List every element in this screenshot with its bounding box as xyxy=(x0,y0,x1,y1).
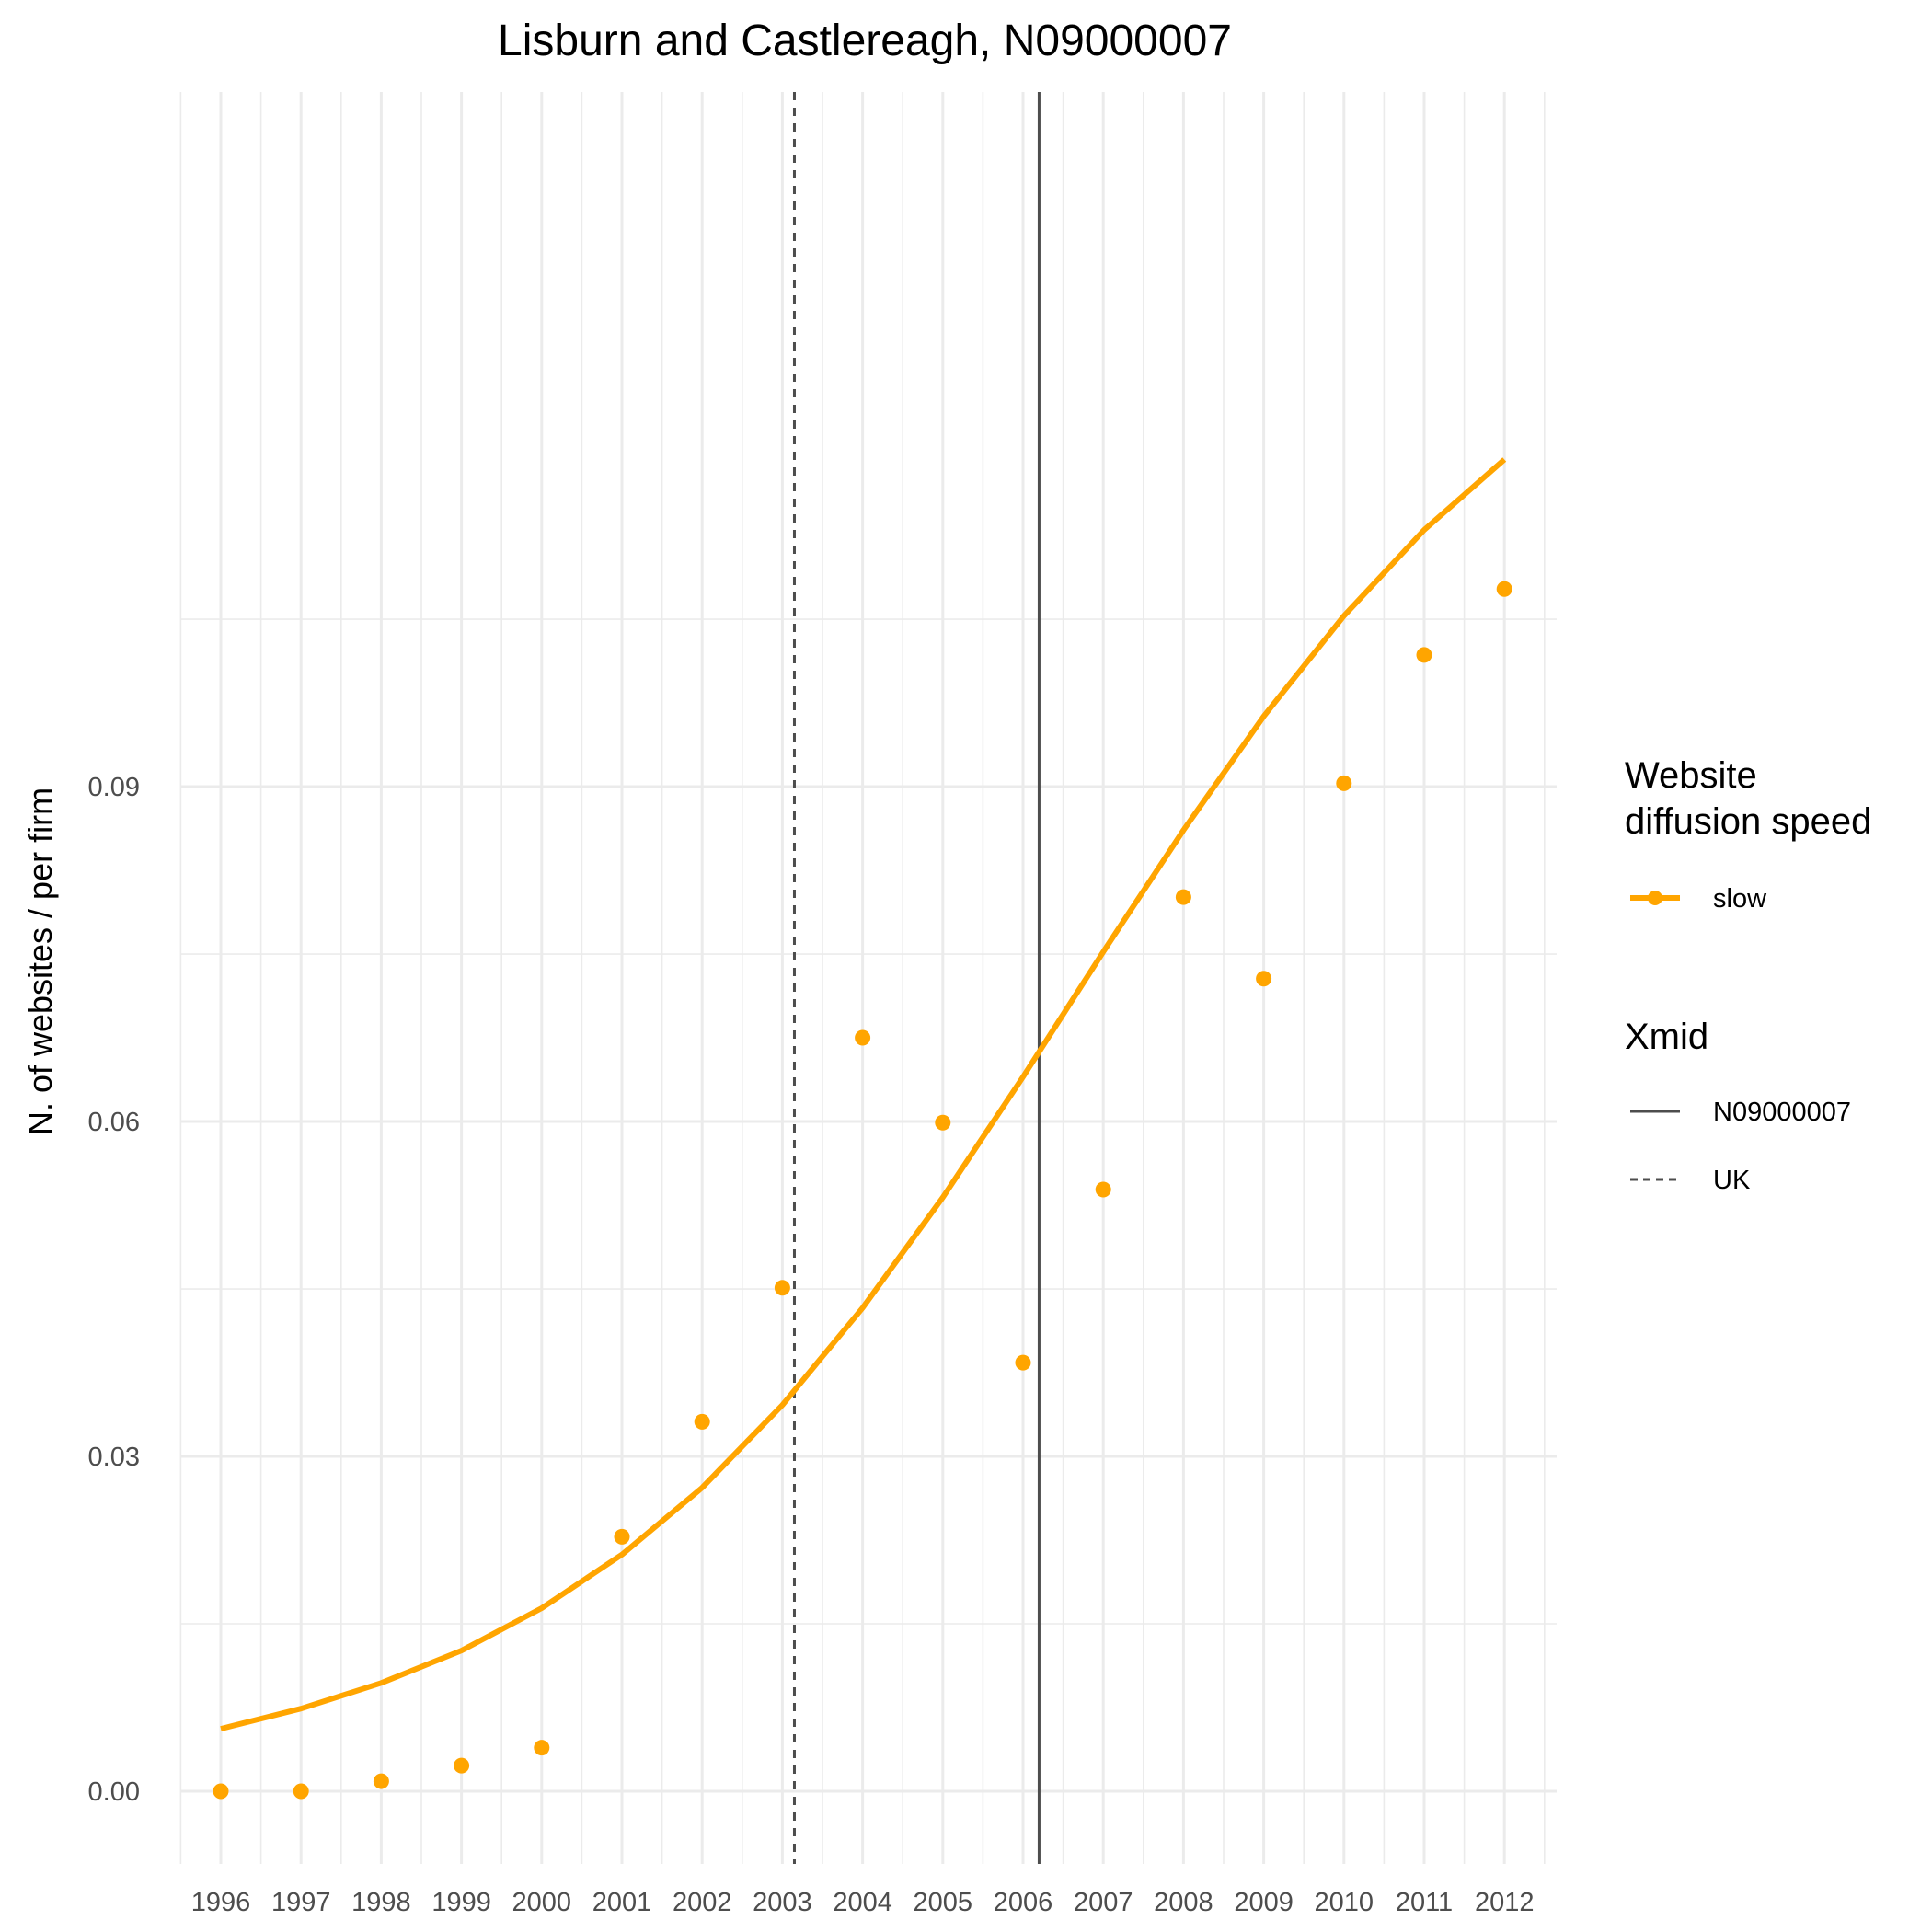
y-tick-label: 0.09 xyxy=(88,773,140,802)
data-point xyxy=(293,1783,309,1800)
legend-xmid-title: Xmid xyxy=(1625,1017,1708,1057)
x-tick-label: 1998 xyxy=(351,1888,411,1917)
data-point xyxy=(1095,1181,1111,1198)
data-point xyxy=(213,1783,229,1800)
x-tick-label: 2005 xyxy=(914,1888,973,1917)
x-tick-label: 2000 xyxy=(512,1888,572,1917)
x-tick-label: 2001 xyxy=(592,1888,652,1917)
data-point xyxy=(1336,775,1352,791)
legend-slow-point-key xyxy=(1648,891,1662,905)
data-point xyxy=(855,1029,871,1046)
y-tick-label: 0.06 xyxy=(88,1108,140,1137)
data-point xyxy=(935,1114,951,1131)
x-tick-label: 2008 xyxy=(1154,1888,1213,1917)
x-tick-label: 2002 xyxy=(673,1888,732,1917)
x-tick-label: 1996 xyxy=(191,1888,251,1917)
series-layer xyxy=(213,457,1512,1800)
data-point xyxy=(373,1773,389,1789)
data-point xyxy=(694,1413,710,1430)
x-tick-label: 2010 xyxy=(1315,1888,1374,1917)
x-tick-label: 2004 xyxy=(833,1888,892,1917)
series-fitted-line xyxy=(220,457,1507,1732)
x-tick-label: 2003 xyxy=(753,1888,812,1917)
data-point xyxy=(614,1528,630,1545)
data-point xyxy=(1496,581,1512,597)
legend-slow-label: slow xyxy=(1713,884,1767,914)
chart-title: Lisburn and Castlereagh, N09000007 xyxy=(498,17,1232,65)
reference-lines xyxy=(792,92,1041,1864)
data-point xyxy=(534,1740,550,1756)
x-tick-label: 2006 xyxy=(994,1888,1053,1917)
y-tick-label: 0.03 xyxy=(88,1443,140,1472)
x-tick-label: 1999 xyxy=(431,1888,491,1917)
data-point xyxy=(1416,647,1432,663)
data-point xyxy=(774,1280,790,1296)
legend-speed-title-line2: diffusion speed xyxy=(1625,801,1871,842)
y-axis-title: N. of websites / per firm xyxy=(21,788,59,1135)
x-tick-label: 2011 xyxy=(1396,1888,1453,1917)
legend: Website diffusion speed slow Xmid N09000… xyxy=(1625,755,1871,1195)
y-tick-label: 0.00 xyxy=(88,1777,140,1807)
legend-n09000007-label: N09000007 xyxy=(1713,1098,1851,1127)
x-tick-label: 1997 xyxy=(271,1888,331,1917)
data-point xyxy=(1256,971,1272,987)
x-tick-label: 2009 xyxy=(1234,1888,1294,1917)
legend-uk-label: UK xyxy=(1713,1166,1751,1195)
gridlines xyxy=(179,92,1557,1864)
data-point xyxy=(454,1757,470,1774)
data-point xyxy=(1175,889,1191,905)
x-tick-label: 2007 xyxy=(1074,1888,1133,1917)
legend-speed-title-line1: Website xyxy=(1625,755,1757,796)
data-point xyxy=(1015,1354,1031,1371)
tick-labels: 1996 1997 1998 1999 2000 2001 2002 2003 2004 2005… xyxy=(88,773,1535,1917)
x-tick-label: 2012 xyxy=(1475,1888,1535,1917)
